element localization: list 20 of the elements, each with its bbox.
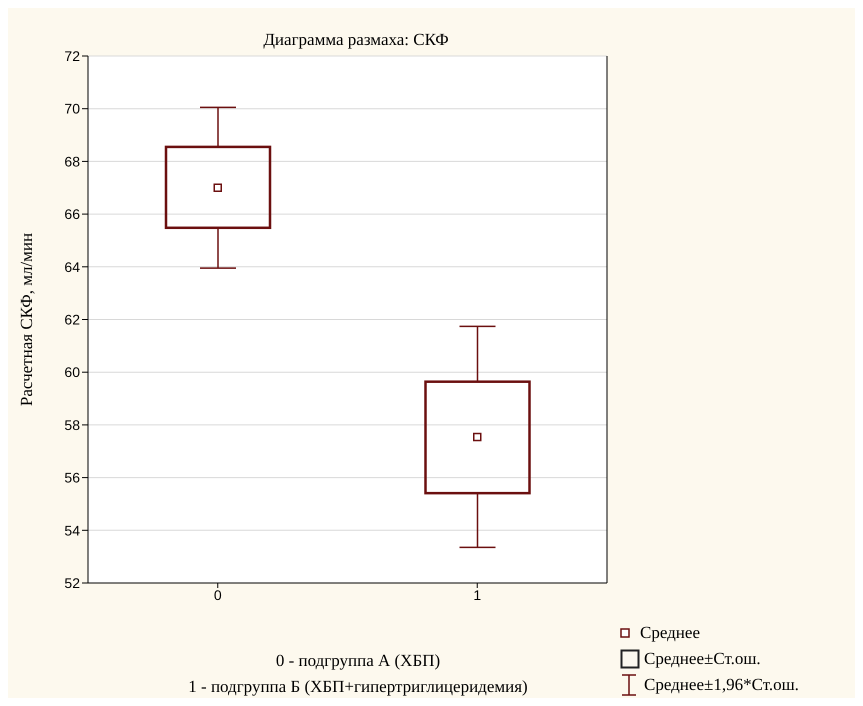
y-tick-label: 62 (64, 311, 80, 328)
x-tick-label: 1 (473, 586, 482, 603)
y-tick-label: 72 (64, 48, 80, 64)
y-tick-label: 70 (64, 100, 80, 117)
chart-title: Диаграмма размаха: СКФ (262, 30, 450, 50)
y-axis-title: Расчетная СКФ, мл/мин (17, 232, 36, 406)
text: Среднее±Ст.ош. (644, 648, 761, 670)
text: 1 - подгруппа Б (ХБП+гипертриглицеридемия) (187, 676, 529, 698)
y-tick-label: 52 (64, 574, 80, 591)
y-tick-label: 60 (64, 364, 80, 380)
y-tick-label: 58 (64, 416, 80, 433)
x-tick-label: 0 (214, 586, 222, 603)
y-tick-label: 68 (64, 153, 80, 170)
text: 0 - подгруппа А (ХБП) (274, 650, 442, 672)
y-tick-label: 56 (64, 470, 80, 486)
y-tick-label: 54 (64, 522, 80, 538)
y-tick-label: 64 (64, 258, 80, 275)
y-tick-label: 66 (64, 206, 80, 222)
text: Среднее±1,96*Ст.ош. (644, 674, 799, 696)
text: Среднее (640, 622, 700, 644)
